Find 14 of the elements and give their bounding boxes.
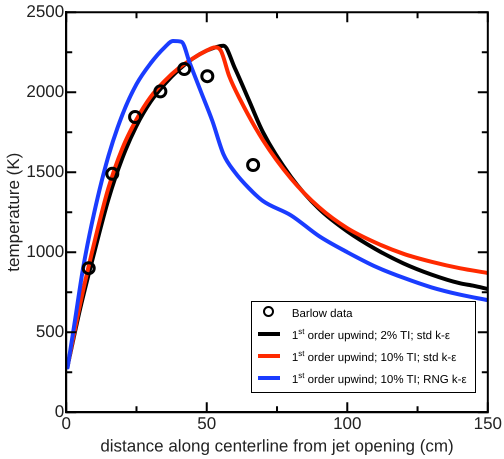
legend-label: Barlow data [292,307,353,322]
y-axis-title: temperature (K) [4,152,23,272]
x-tick-label: 100 [333,414,362,434]
y-tick-label: 1500 [26,162,64,181]
y-tick-label: 2000 [26,82,64,101]
y-tick-label: 2500 [26,2,64,21]
x-tick-label: 50 [197,414,216,434]
y-tick-label: 500 [36,322,64,341]
y-tick-label: 1000 [26,242,64,261]
x-axis-title: distance along centerline from jet opening (cm) [100,436,454,456]
legend-label: 1$^{st}$ order upwind; 10% TI; RNG k-ε [292,370,467,388]
legend-label: 1$^{st}$ order upwind; 10% TI; std k-ε [292,348,456,366]
x-tick-label: 150 [474,414,502,434]
legend-label: 1$^{st}$ order upwind; 2% TI; std k-ε [292,326,450,344]
